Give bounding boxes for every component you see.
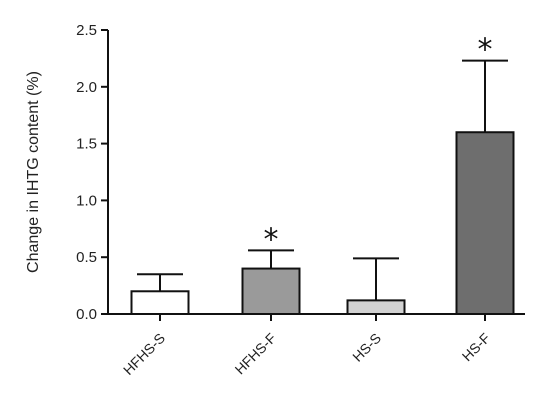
category-label: HS-F xyxy=(459,330,493,364)
y-tick-label: 1.5 xyxy=(76,136,97,153)
bar-hs-f xyxy=(455,131,515,315)
y-tick-label: 0.5 xyxy=(76,249,97,266)
significance-marker: * xyxy=(478,33,493,68)
y-tick-label: 2.5 xyxy=(76,22,97,39)
y-axis-label: Change in IHTG content (%) xyxy=(25,71,42,273)
y-tick-label: 0.0 xyxy=(76,306,97,323)
bar-hfhs-f xyxy=(241,267,301,315)
category-label: HFHS-F xyxy=(232,330,280,378)
category-label: HS-S xyxy=(349,330,384,365)
y-tick-label: 2.0 xyxy=(76,79,97,96)
bars: ** xyxy=(130,33,515,316)
y-tick-label: 1.0 xyxy=(76,192,97,209)
bar-hs-s xyxy=(346,299,406,316)
bar-hfhs-s xyxy=(130,290,190,315)
category-label: HFHS-S xyxy=(120,330,168,378)
significance-marker: * xyxy=(264,222,279,257)
